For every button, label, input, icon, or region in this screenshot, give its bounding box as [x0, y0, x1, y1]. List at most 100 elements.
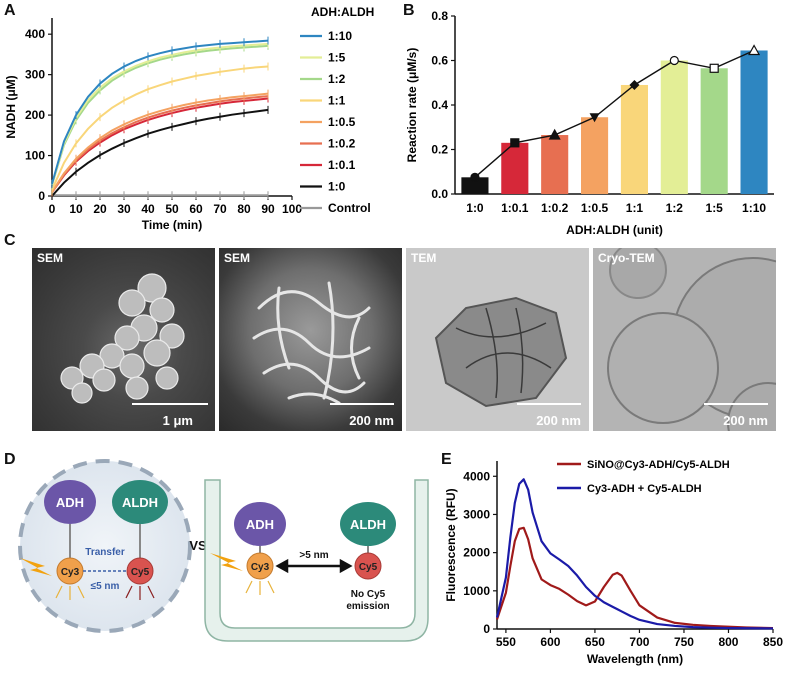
tem-image: TEM 200 nm — [406, 248, 589, 431]
cy3-dye-left: Cy3 — [56, 557, 84, 585]
x-tick-label: 1:5 — [706, 201, 724, 215]
marker-triangle — [548, 128, 561, 140]
bar-1:1 — [620, 84, 648, 194]
y-tick-label: 0.8 — [431, 9, 448, 23]
marker-diamond — [629, 79, 640, 90]
sem-particles-graphic — [60, 273, 185, 404]
x-tick-label: 100 — [282, 202, 302, 216]
x-tick-label: 1:0.1 — [501, 201, 529, 215]
scale-label-2: 200 nm — [349, 413, 394, 428]
marker-circle — [470, 172, 480, 182]
scale-label-4: 200 nm — [723, 413, 768, 428]
x-tick-label: 60 — [189, 202, 203, 216]
bar-1:2 — [660, 60, 688, 194]
panel-letter-d: D — [4, 451, 16, 468]
bar-1:10 — [740, 50, 768, 194]
legend-label: 1:0 — [328, 180, 346, 194]
x-tick-label: 1:10 — [742, 201, 766, 215]
x-tick-label: 80 — [237, 202, 251, 216]
y-tick-label: 0 — [38, 189, 45, 203]
x-tick-label: 1:0.5 — [581, 201, 609, 215]
cy3-dye-right: Cy3 — [246, 552, 274, 580]
sem-label-1: SEM — [37, 251, 64, 265]
legend-label: 1:0.1 — [328, 158, 356, 172]
legend-label: 1:1 — [328, 94, 346, 108]
y-tick-label: 0.6 — [431, 54, 448, 68]
y-axis-title: Reaction rate (μM/s) — [405, 48, 419, 163]
panel-letter-a: A — [4, 2, 16, 19]
x-tick-label: 40 — [141, 202, 155, 216]
x-tick-label: 0 — [49, 202, 56, 216]
y-tick-label: 2000 — [463, 546, 490, 560]
x-tick-label: 50 — [165, 202, 179, 216]
distance-close-label: ≤5 nm — [91, 581, 120, 592]
cy5-label-left: Cy5 — [131, 567, 150, 578]
y-tick-label: 4000 — [463, 469, 490, 483]
y-axis-title: Fluorescence (RFU) — [444, 488, 458, 601]
x-tick-label: 1:0 — [466, 201, 484, 215]
cy5-emission-arrows-left — [125, 585, 155, 600]
x-tick-label: 30 — [117, 202, 131, 216]
x-tick-label: 20 — [93, 202, 107, 216]
marker-square — [709, 63, 719, 73]
cryo-tem-vesicles-graphic — [607, 248, 776, 431]
legend-label: SiNO@Cy3-ADH/Cy5-ALDH — [587, 459, 730, 471]
x-tick-label: 800 — [718, 635, 738, 649]
x-tick-label: 600 — [540, 635, 560, 649]
distance-far-label: >5 nm — [299, 550, 328, 561]
adh-enzyme-left: ADH — [44, 480, 96, 524]
legend-label: 1:0.2 — [328, 137, 356, 151]
y-tick-label: 0 — [483, 622, 490, 636]
vs-label: VS — [189, 538, 207, 553]
marker-square — [510, 138, 520, 148]
legend-label: 1:0.5 — [328, 115, 356, 129]
series-line-1:0.1 — [51, 97, 269, 193]
x-tick-label: 750 — [674, 635, 694, 649]
solution-container — [204, 479, 429, 642]
sem-label-2: SEM — [224, 251, 251, 265]
bar-1:0 — [461, 177, 489, 194]
adh-enzyme-right: ADH — [234, 502, 286, 546]
fret-schematic: ADH ALDH Cy3 Cy5 Transfer ≤5 nm VS ADH A… — [18, 459, 429, 642]
y-tick-label: 400 — [25, 27, 45, 41]
scale-bar-1 — [132, 403, 208, 405]
cy3-label-right: Cy3 — [251, 562, 270, 573]
scale-bar-3 — [517, 403, 581, 405]
series-line-1:2 — [51, 44, 269, 186]
aldh-enzyme-right: ALDH — [340, 502, 396, 546]
trend-line — [474, 49, 755, 178]
series-line-SiNO@Cy3-ADH/Cy5-ALDH — [495, 526, 774, 630]
x-axis-title: Wavelength (nm) — [587, 652, 683, 666]
no-emission-label-1: No Cy5 — [351, 589, 386, 600]
x-axis-title: ADH:ALDH (unit) — [566, 223, 663, 237]
y-tick-label: 3000 — [463, 507, 490, 521]
panel-letter-e: E — [441, 451, 452, 468]
tem-particle-graphic — [434, 296, 568, 408]
series-line-Cy3-ADH + Cy5-ALDH — [495, 478, 774, 630]
x-tick-label: 90 — [261, 202, 275, 216]
sem-flower-graphic — [252, 281, 371, 405]
series-line-1:0 — [51, 108, 269, 197]
y-tick-label: 0.4 — [431, 98, 448, 112]
cy5-label-right: Cy5 — [359, 562, 378, 573]
x-tick-label: 1:1 — [626, 201, 644, 215]
legend-label: Cy3-ADH + Cy5-ALDH — [587, 483, 702, 495]
adh-label-left: ADH — [56, 495, 84, 510]
y-tick-label: 100 — [25, 149, 45, 163]
y-tick-label: 1000 — [463, 584, 490, 598]
adh-label-right: ADH — [246, 517, 274, 532]
no-emission-label-2: emission — [346, 601, 389, 612]
legend-label: 1:5 — [328, 51, 346, 65]
y-tick-label: 0.0 — [431, 187, 448, 201]
bar-1:0.5 — [581, 117, 609, 194]
distance-arrow — [275, 558, 353, 574]
panel-letter-c: C — [4, 232, 16, 249]
x-axis-title: Time (min) — [142, 218, 202, 232]
bar-1:0.2 — [541, 135, 569, 194]
x-tick-label: 650 — [585, 635, 605, 649]
y-tick-label: 0.2 — [431, 143, 448, 157]
y-tick-label: 200 — [25, 108, 45, 122]
legend-title: ADH:ALDH — [311, 5, 374, 19]
series-line-1:5 — [51, 42, 269, 185]
chart-b-reaction-rate: 0.0 0.2 0.4 0.6 0.8 1:0 1:0.1 1:0.2 1:0.5 1:1 1:2 1… — [405, 9, 774, 237]
